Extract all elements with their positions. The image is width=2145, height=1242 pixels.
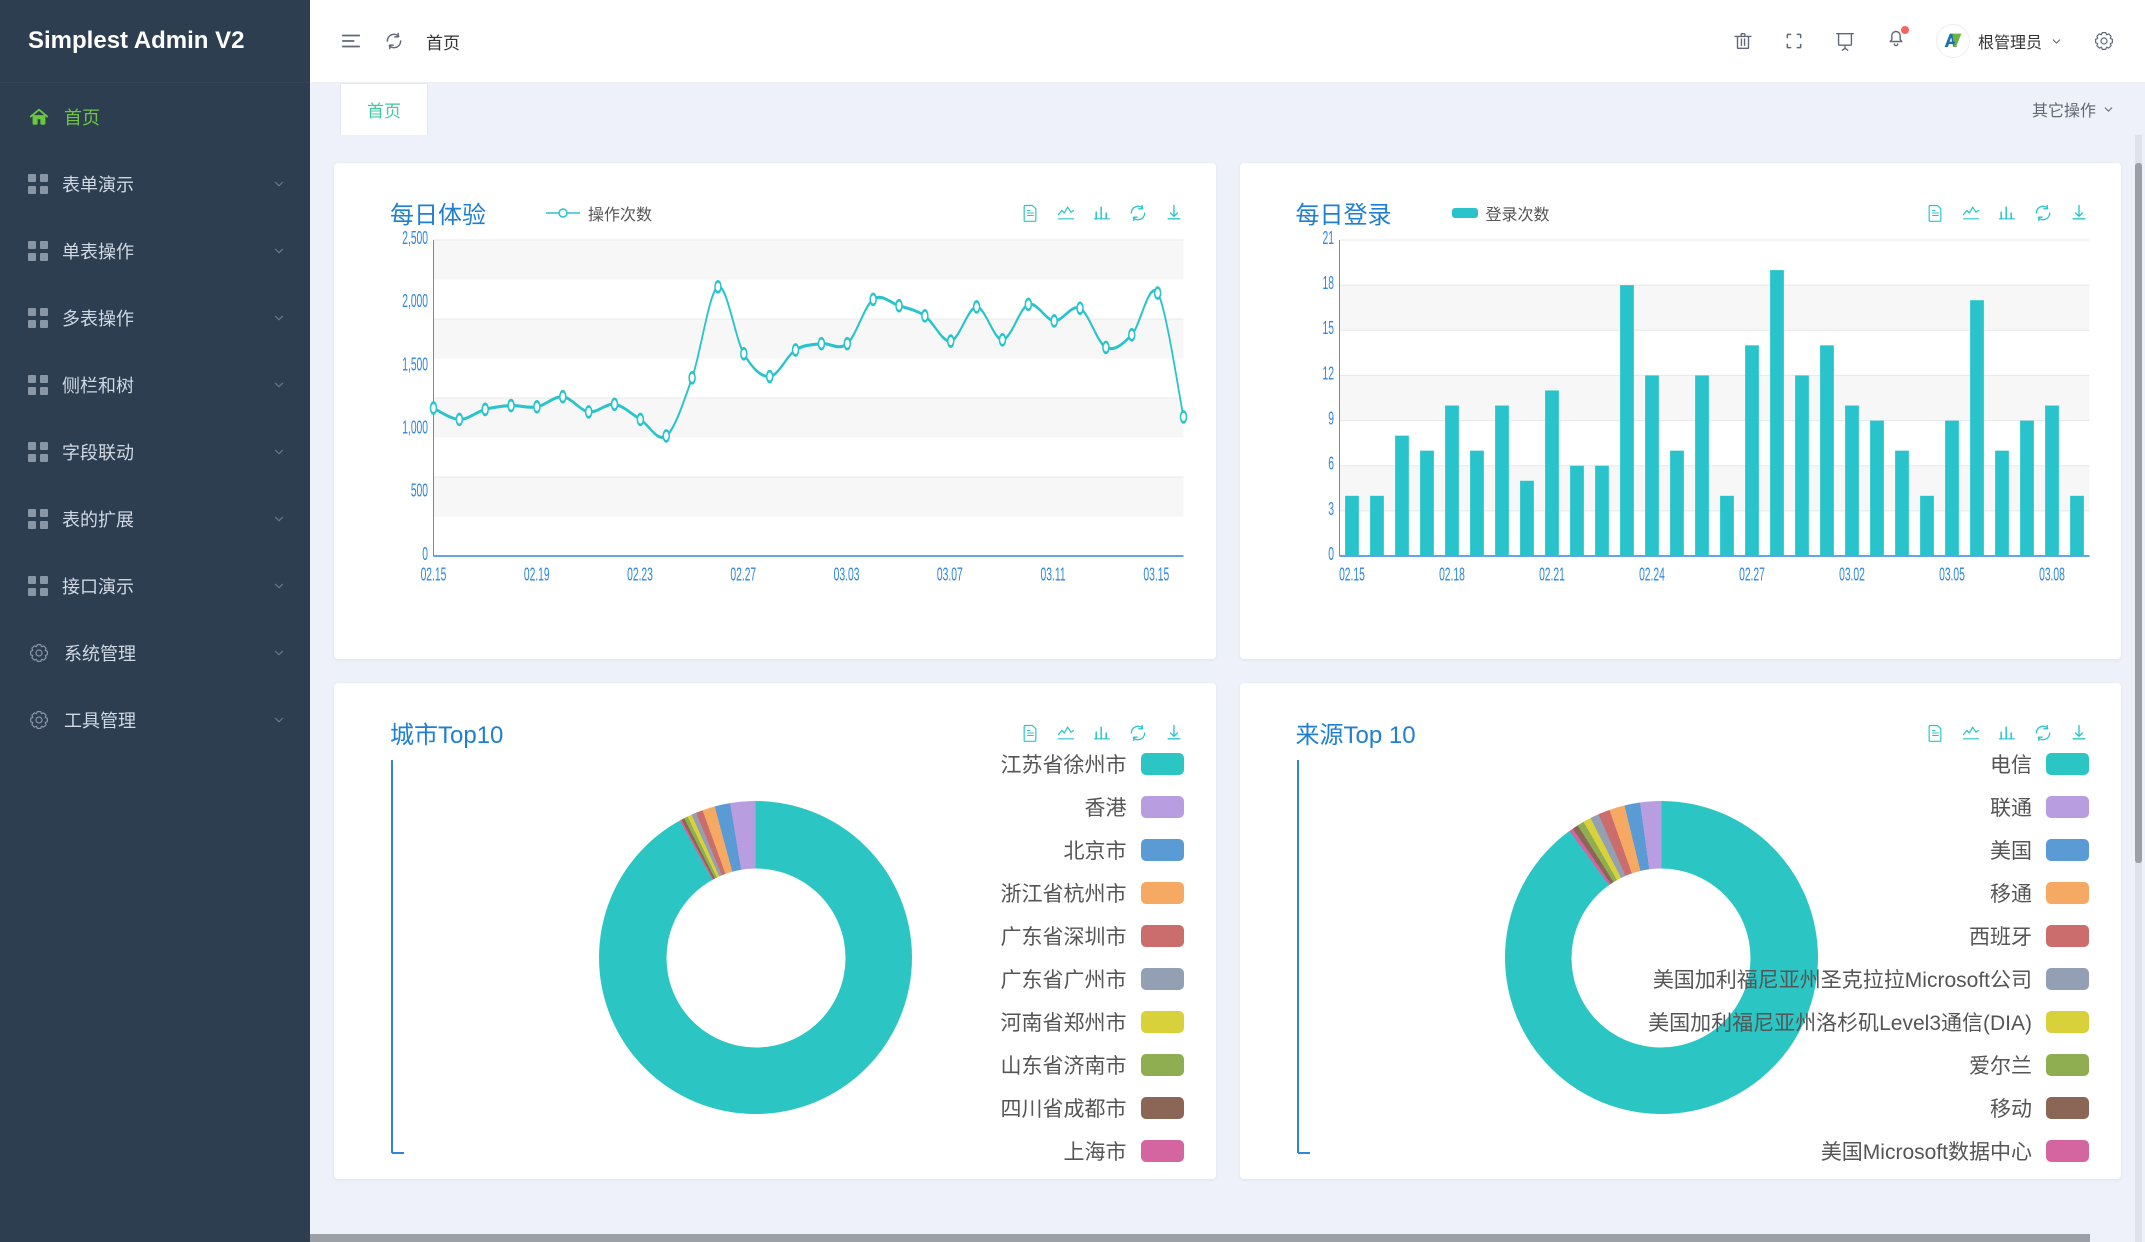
svg-text:18: 18 <box>1322 273 1333 294</box>
svg-text:03.08: 03.08 <box>2039 565 2065 586</box>
svg-text:15: 15 <box>1322 318 1333 339</box>
svg-text:02.27: 02.27 <box>1739 565 1765 586</box>
svg-text:03.02: 03.02 <box>1839 565 1865 586</box>
svg-text:2,500: 2,500 <box>402 228 428 249</box>
svg-text:1,500: 1,500 <box>402 354 428 375</box>
svg-text:9: 9 <box>1328 408 1334 429</box>
svg-text:02.21: 02.21 <box>1539 565 1565 586</box>
svg-text:03.05: 03.05 <box>1939 565 1965 586</box>
svg-text:2,000: 2,000 <box>402 291 428 312</box>
svg-text:1,000: 1,000 <box>402 417 428 438</box>
svg-text:0: 0 <box>1328 544 1334 565</box>
svg-text:02.15: 02.15 <box>421 565 447 586</box>
svg-text:03.15: 03.15 <box>1143 565 1169 586</box>
svg-text:03.07: 03.07 <box>937 565 963 586</box>
svg-text:3: 3 <box>1328 499 1334 520</box>
svg-text:02.27: 02.27 <box>730 565 756 586</box>
svg-text:02.18: 02.18 <box>1439 565 1465 586</box>
svg-text:21: 21 <box>1322 228 1333 249</box>
svg-text:02.15: 02.15 <box>1339 565 1365 586</box>
svg-text:6: 6 <box>1328 454 1334 475</box>
svg-text:03.11: 03.11 <box>1041 565 1066 586</box>
svg-text:0: 0 <box>422 544 428 565</box>
svg-text:500: 500 <box>411 481 428 502</box>
svg-text:03.03: 03.03 <box>834 565 860 586</box>
svg-text:12: 12 <box>1322 363 1333 384</box>
svg-text:02.19: 02.19 <box>524 565 550 586</box>
svg-text:02.24: 02.24 <box>1639 565 1665 586</box>
svg-text:02.23: 02.23 <box>627 565 653 586</box>
